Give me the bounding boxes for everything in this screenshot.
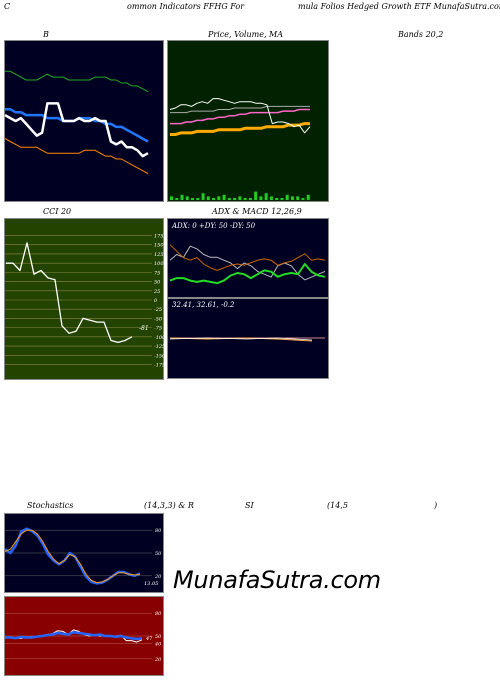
volume-bar <box>227 198 231 200</box>
cci-tick-label: 100 <box>154 261 164 267</box>
cci-tick-label: -125 <box>154 344 164 350</box>
cci-tick-label: -175 <box>154 362 164 368</box>
price-volume-chart <box>167 40 329 202</box>
title-b: B <box>43 30 49 39</box>
volume-bar <box>243 198 247 200</box>
cci-tick-label: -50 <box>154 316 163 322</box>
volume-bar <box>201 193 205 200</box>
header-mid1: ommon Indicators FFHG For <box>127 2 245 11</box>
title-cci: CCI 20 <box>43 207 72 216</box>
adx-chart: ADX: 0 +DY: 50 -DY: 50 <box>167 218 329 298</box>
lower-band-line <box>4 138 149 175</box>
stoch-k-line <box>4 527 141 585</box>
cci-tick-label: 150 <box>154 243 164 249</box>
cci-bg <box>4 218 164 380</box>
stoch-tick-label: 20 <box>154 574 162 580</box>
signal-line <box>169 337 313 341</box>
cci-tick-label: -25 <box>154 307 162 313</box>
cci-tick-label: 125 <box>154 252 164 258</box>
volume-bar <box>238 196 242 200</box>
volume-bar <box>290 196 294 200</box>
title-stoch5: ) <box>434 501 438 510</box>
volume-bar <box>196 198 200 200</box>
header-mid2: mula Folios Hedged Growth ETF MunafaSutr… <box>298 2 500 11</box>
cci-tick-label: 75 <box>154 270 160 276</box>
title-stoch1: Stochastics <box>27 501 74 510</box>
volume-bar <box>296 196 300 200</box>
title-adx-macd: ADX & MACD 12,26,9 <box>212 207 302 216</box>
volume-bar <box>212 198 216 200</box>
cci-chart: 175 150 125 100 75 50 25 0 -25 -50 -75 -100 -125 -150… <box>4 218 164 380</box>
cci-tick-label: 0 <box>154 298 158 304</box>
volume-bar <box>306 194 310 200</box>
rsi-tick-label: 40 <box>154 642 162 648</box>
cci-line <box>6 242 133 344</box>
volume-bar <box>191 198 195 200</box>
cci-tick-label: 25 <box>153 289 160 295</box>
title-bands: Bands 20,2 <box>398 30 444 39</box>
header-c: C <box>4 2 11 11</box>
price-panel <box>167 40 329 202</box>
ma-long-line <box>170 105 310 114</box>
cci-tick-label: 175 <box>154 234 164 240</box>
volume-bar <box>248 198 252 200</box>
volume-bar <box>206 196 210 200</box>
ma-slow-line <box>170 122 310 136</box>
rsi-tick-label: 20 <box>154 657 162 663</box>
stoch-tail-label: 13.05 <box>144 581 158 587</box>
macd-subtitle: 32.41, 32.61, -0.2 <box>172 301 235 309</box>
volume-bar <box>269 196 273 200</box>
cci-tail-label: -81 <box>139 325 149 332</box>
macd-chart: 32.41, 32.61, -0.2 <box>167 298 329 379</box>
volume-bar <box>254 191 258 200</box>
price-line <box>169 98 311 134</box>
cci-tick-label: 50 <box>154 280 161 286</box>
stoch-tick-label: 50 <box>155 551 162 557</box>
volume-bar <box>301 198 305 200</box>
volume-bar <box>259 196 263 200</box>
cci-tick-label: -150 <box>154 353 164 359</box>
volume-bar <box>170 196 173 200</box>
title-stoch2: (14,3,3) & R <box>144 501 194 510</box>
volume-bar <box>280 198 284 200</box>
ma-fast-line <box>170 108 310 125</box>
title-stoch3: SI <box>245 501 254 510</box>
macd-panel: 32.41, 32.61, -0.2 <box>167 298 329 379</box>
bollinger-chart <box>4 40 164 202</box>
adx-subtitle: ADX: 0 +DY: 50 -DY: 50 <box>171 222 256 230</box>
cci-tick-label: -75 <box>154 326 162 332</box>
volume-bar <box>233 198 237 200</box>
upper-band-line <box>5 70 149 93</box>
plus-di-line <box>169 263 326 285</box>
rsi-line <box>5 630 143 641</box>
rsi-tick-label: 50 <box>155 634 162 640</box>
rsi-tail-label: 47 <box>145 636 153 642</box>
volume-bar <box>217 196 221 200</box>
rsi-chart: 80 50 40 20 47 <box>4 596 164 676</box>
stoch-tick-label: 80 <box>155 528 162 534</box>
volume-bar <box>185 196 189 200</box>
price-line <box>4 102 149 158</box>
rsi-panel: 80 50 40 20 47 <box>4 596 164 676</box>
cci-panel: 175 150 125 100 75 50 25 0 -25 -50 -75 -100 -125 -150… <box>4 218 164 380</box>
price-bg <box>167 40 329 202</box>
volume-bar <box>175 198 179 200</box>
volume-bar <box>180 194 184 200</box>
rsi-tick-label: 80 <box>155 611 162 617</box>
adx-bg <box>167 218 329 298</box>
watermark: MunafaSutra.com <box>173 566 381 594</box>
volume-bar <box>285 194 289 200</box>
title-price: Price, Volume, MA <box>208 30 284 39</box>
stoch-panel: 80 50 20 13.05 <box>4 513 164 593</box>
volume-bar <box>275 198 279 200</box>
bollinger-panel <box>4 40 164 202</box>
volume-bar <box>222 194 226 200</box>
title-stoch4: (14,5 <box>327 501 348 510</box>
cci-tick-label: -100 <box>154 335 164 341</box>
stoch-d-line <box>4 529 141 584</box>
volume-bar <box>264 193 268 200</box>
minus-di-line <box>169 244 326 271</box>
adx-panel: ADX: 0 +DY: 50 -DY: 50 <box>167 218 329 298</box>
